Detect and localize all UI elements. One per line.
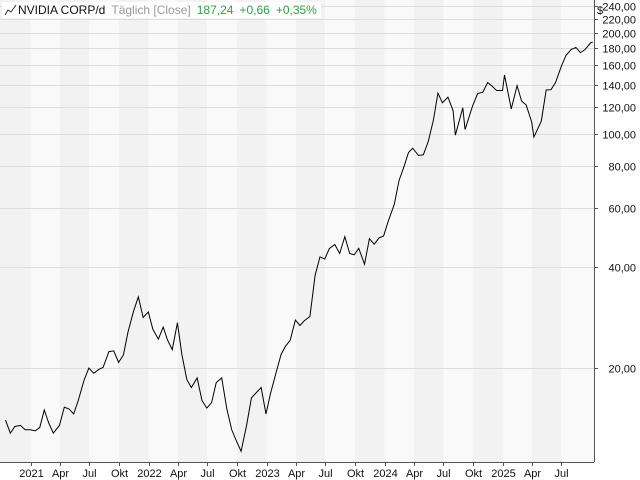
quarter-band — [177, 0, 208, 462]
chart-legend: NVIDIA CORP/d Täglich [Close] 187,24 +0,… — [2, 2, 321, 18]
x-tick-label: Apr — [170, 468, 187, 480]
price-line — [5, 41, 593, 453]
y-tick-label: 140,00 — [602, 81, 636, 93]
currency-label: $ — [597, 5, 603, 17]
y-tick-label: 240,00 — [602, 2, 636, 14]
quarter-band — [266, 0, 296, 462]
y-tick-label: 120,00 — [602, 103, 636, 115]
x-tick-label: 2021 — [19, 468, 43, 480]
y-tick-label: 220,00 — [602, 15, 636, 27]
x-tick-label: Apr — [288, 468, 305, 480]
instrument-name: NVIDIA CORP/d — [18, 3, 106, 17]
quarter-band — [148, 0, 178, 462]
quarter-band — [59, 0, 90, 462]
quarter-band — [89, 0, 119, 462]
y-tick-label: 60,00 — [608, 204, 636, 216]
quarter-band — [30, 0, 60, 462]
x-tick-label: Apr — [406, 468, 423, 480]
x-tick-label: 2023 — [255, 468, 279, 480]
quarter-band — [413, 0, 444, 462]
quarter-band — [0, 0, 31, 462]
x-tick-label: 2025 — [491, 468, 515, 480]
quarter-band — [473, 0, 503, 462]
y-tick-label: 20,00 — [608, 364, 636, 376]
x-tick-label: Okt — [465, 468, 482, 480]
quarter-band — [295, 0, 326, 462]
quarter-band — [207, 0, 237, 462]
x-tick-label: Jul — [82, 468, 96, 480]
y-tick-label: 200,00 — [602, 29, 636, 41]
quarter-band — [236, 0, 267, 462]
y-tick-label: 80,00 — [608, 162, 636, 174]
quarter-band — [443, 0, 474, 462]
quarter-bands — [0, 0, 594, 462]
x-tick-label: Apr — [52, 468, 69, 480]
quarter-band — [531, 0, 562, 462]
y-tick-label: 40,00 — [608, 263, 636, 275]
y-tick-label: 160,00 — [602, 61, 636, 73]
quarter-band — [384, 0, 414, 462]
chart-period: Täglich [Close] — [111, 3, 191, 17]
last-price: 187,24 — [196, 3, 234, 17]
x-tick-label: Okt — [347, 468, 364, 480]
y-tick-label: 180,00 — [602, 44, 636, 56]
x-tick-label: Jul — [554, 468, 568, 480]
time-axis: 2021 Apr Jul Okt 2022 Apr Jul Okt 2023 Apr Jul Okt 2… — [0, 462, 594, 480]
price-change: +0,66 — [239, 3, 270, 17]
y-tick-label: 100,00 — [602, 130, 636, 142]
quarter-band — [561, 0, 594, 462]
x-tick-label: Jul — [318, 468, 332, 480]
quarter-band — [502, 0, 532, 462]
x-tick-label: 2024 — [373, 468, 397, 480]
price-axis: 20,00 40,00 60,00 80,00 100,00 120,00 140,00 16… — [594, 0, 636, 462]
x-tick-label: Jul — [200, 468, 214, 480]
x-tick-label: Apr — [524, 468, 541, 480]
x-tick-label: Okt — [229, 468, 246, 480]
price-change-percent: +0,35% — [275, 3, 317, 17]
x-tick-label: Jul — [436, 468, 450, 480]
quarter-band — [118, 0, 149, 462]
quarter-band — [325, 0, 355, 462]
line-chart-icon — [4, 4, 17, 16]
x-tick-label: Okt — [111, 468, 128, 480]
x-tick-label: 2022 — [137, 468, 161, 480]
quarter-band — [354, 0, 385, 462]
